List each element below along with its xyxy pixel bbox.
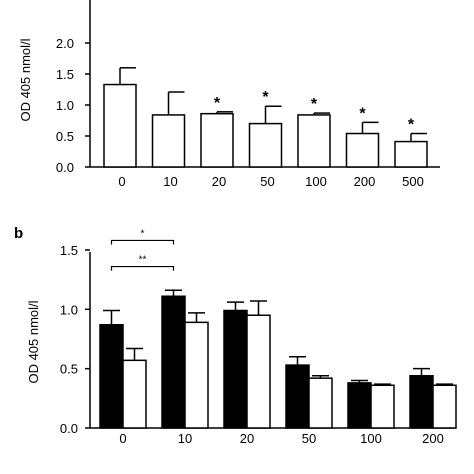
panel-b-bar-black bbox=[409, 375, 434, 429]
panel-b-bar-black bbox=[161, 295, 186, 429]
panel-b-bar-black bbox=[223, 309, 248, 429]
panel-b-xtick-label: 10 bbox=[178, 431, 192, 446]
panel-a-significance-mark: * bbox=[408, 117, 415, 134]
panel-a: OD 405 nmol/l 0.0 0.5 1.0 1.5 2.0 * * * * * 0 10 2… bbox=[18, 0, 440, 189]
panel-a-ytick-label: 1.0 bbox=[56, 98, 74, 113]
panel-a-significance-mark: * bbox=[262, 89, 269, 106]
panel-b-bar-white bbox=[184, 321, 209, 429]
panel-b-bar-white bbox=[370, 384, 395, 429]
panel-b: b OD 405 nmol/l 0.00.51.01.5 *** 0 10 20 50… bbox=[14, 225, 457, 446]
panel-a-bar bbox=[151, 114, 186, 168]
panel-a-xtick-label: 200 bbox=[354, 174, 376, 189]
panel-b-bar-white bbox=[432, 384, 457, 429]
panel-a-bar bbox=[248, 122, 283, 168]
panel-b-xtick-label: 20 bbox=[240, 431, 254, 446]
panel-a-ytick-label: 1.5 bbox=[56, 67, 74, 82]
panel-a-significance-mark: * bbox=[359, 105, 366, 122]
panel-b-bar-white bbox=[122, 359, 147, 429]
panel-b-significance-bracket bbox=[110, 265, 175, 271]
panel-b-xtick-label: 200 bbox=[422, 431, 444, 446]
panel-b-bar-black bbox=[99, 323, 124, 429]
panel-a-bar bbox=[297, 114, 331, 168]
panel-a-ytick-label: 0.0 bbox=[56, 160, 74, 175]
panel-b-bar-black bbox=[285, 364, 310, 429]
panel-a-bar bbox=[394, 140, 428, 168]
panel-b-ytick-label: 1.5 bbox=[60, 243, 78, 258]
panel-b-ytick-label: 0.0 bbox=[60, 421, 78, 436]
panel-a-significance-mark: * bbox=[214, 95, 221, 112]
panel-a-xtick-label: 100 bbox=[305, 174, 327, 189]
panel-a-bar bbox=[345, 132, 380, 168]
panel-b-bar-black bbox=[347, 382, 372, 429]
panel-a-bar bbox=[200, 112, 234, 168]
panel-a-ytick-label: 0.5 bbox=[56, 129, 74, 144]
panel-b-xtick-label: 50 bbox=[302, 431, 316, 446]
panel-b-xtick-label: 100 bbox=[360, 431, 382, 446]
panel-a-ytick-label: 2.0 bbox=[56, 36, 74, 51]
panel-a-significance-mark: * bbox=[311, 96, 318, 113]
panel-b-ytick-label: 1.0 bbox=[60, 302, 78, 317]
panel-b-bar-white bbox=[308, 377, 333, 429]
panel-b-xtick-label: 0 bbox=[119, 431, 126, 446]
panel-b-significance-bracket bbox=[110, 239, 175, 245]
panel-a-xtick-label: 0 bbox=[118, 174, 125, 189]
panel-a-xtick-label: 10 bbox=[163, 174, 177, 189]
panel-b-ylabel: OD 405 nmol/l bbox=[26, 300, 41, 383]
panel-a-xtick-label: 20 bbox=[212, 174, 226, 189]
panel-a-xtick-label: 500 bbox=[402, 174, 424, 189]
panel-a-ylabel: OD 405 nmol/l bbox=[18, 38, 33, 121]
panel-a-xtick-label: 50 bbox=[260, 174, 274, 189]
panel-b-ytick-label: 0.5 bbox=[60, 362, 78, 377]
panel-a-bar bbox=[103, 83, 137, 168]
panel-b-bar-white bbox=[246, 314, 271, 429]
panel-b-significance-mark: * bbox=[141, 228, 145, 239]
panel-b-label: b bbox=[14, 225, 23, 242]
panel-b-significance-mark: ** bbox=[139, 255, 147, 266]
